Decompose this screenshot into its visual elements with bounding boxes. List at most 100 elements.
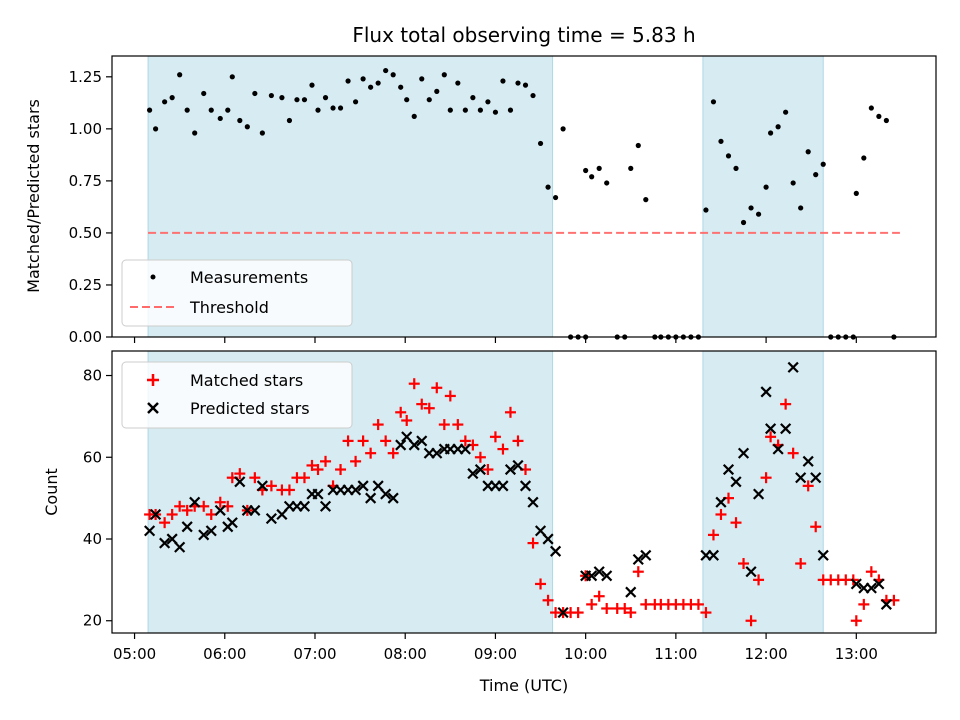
matched-star-point (372, 419, 384, 431)
matched-star-point (692, 598, 704, 610)
bottom-legend-box (121, 361, 353, 429)
matched-star-point (850, 615, 862, 627)
matched-star-point (401, 414, 413, 426)
measurement-point (718, 138, 724, 144)
matched-star-point (298, 472, 310, 484)
measurement-point (635, 142, 641, 149)
matched-star-point (387, 447, 399, 459)
measurement-point (201, 90, 207, 97)
measurement-point (352, 99, 359, 105)
matched-star-point (174, 500, 186, 512)
measurement-point (330, 105, 336, 111)
predicted-star-point (780, 423, 792, 435)
predicted-star-point (431, 447, 443, 459)
matched-star-point (810, 521, 822, 533)
measurement-point (259, 130, 265, 136)
measurement-point (455, 80, 461, 86)
x-tick-label: 05:00 (113, 645, 156, 663)
matched-star-point (408, 378, 420, 390)
predicted-star-point (159, 537, 171, 549)
matched-star-point (214, 496, 226, 508)
top-legend-box (121, 259, 353, 327)
matched-star-point (335, 464, 347, 476)
measurement-point (252, 90, 258, 97)
measurement-point (583, 167, 589, 174)
predicted-star-point (542, 533, 554, 545)
measurement-point (470, 95, 476, 101)
measurement-point (162, 99, 168, 105)
measurement-point (589, 174, 595, 180)
predicted-star-point (205, 525, 217, 537)
predicted-star-point (474, 463, 486, 476)
predicted-star-point (504, 463, 517, 476)
measurement-point (279, 95, 285, 101)
measurement-point (447, 107, 453, 113)
legend-measurements-marker (150, 274, 156, 280)
bottom-plot-frame (111, 350, 937, 634)
matched-star-point (423, 402, 435, 414)
top-y-axis-label: Matched/Predicted stars (24, 99, 43, 293)
predicted-star-point (265, 512, 277, 525)
matched-star-point (865, 566, 877, 578)
measurement-point (217, 115, 223, 122)
matched-star-point (166, 508, 178, 520)
legend-predicted-label: Predicted stars (190, 399, 310, 418)
predicted-star-point (357, 480, 369, 492)
predicted-star-point (745, 566, 757, 578)
predicted-star-point (198, 529, 210, 541)
predicted-star-point (873, 578, 885, 590)
predicted-star-point (527, 496, 539, 508)
measurement-point (184, 107, 190, 113)
measurement-point (192, 130, 198, 136)
matched-star-point (380, 435, 392, 447)
predicted-star-point (174, 541, 186, 553)
matched-star-point (357, 435, 369, 447)
matched-star-point (738, 558, 750, 570)
measurement-point (404, 97, 410, 103)
x-tick-label: 12:00 (744, 645, 787, 663)
y-tick-label: 0.00 (69, 328, 102, 346)
predicted-star-point (632, 553, 644, 566)
matched-star-point (707, 529, 719, 541)
measurement-point (360, 76, 366, 82)
predicted-star-point (144, 525, 156, 537)
measurement-point (515, 80, 521, 86)
measurement-point (740, 219, 747, 226)
measurement-point (237, 117, 243, 124)
matched-star-point (497, 443, 509, 455)
measurement-point (710, 99, 717, 105)
measurement-point (177, 72, 183, 78)
measurement-point (153, 126, 159, 132)
predicted-star-point (214, 504, 226, 516)
measurement-point (492, 109, 499, 115)
matched-star-point (452, 419, 464, 431)
measurement-point (820, 161, 826, 167)
matched-star-point (780, 398, 792, 410)
measurement-point (345, 78, 351, 84)
measurement-point (411, 113, 417, 119)
top-panel: 0.00 0.25 0.50 0.75 1.00 1.25 Measurements Th… (69, 55, 937, 346)
matched-star-point (542, 594, 554, 606)
predicted-star-point (312, 488, 324, 500)
predicted-star-point (298, 500, 311, 512)
matched-star-point (249, 472, 261, 484)
predicted-star-point (365, 492, 377, 504)
predicted-star-point (802, 455, 814, 467)
predicted-star-point (519, 480, 532, 492)
matched-star-point (342, 435, 354, 447)
y-tick-label: 20 (83, 612, 102, 630)
measurement-point (537, 140, 544, 147)
matched-star-point (586, 598, 598, 610)
x-tick-label: 11:00 (654, 645, 697, 663)
matched-star-point (802, 480, 814, 492)
predicted-star-point (640, 549, 652, 561)
measurement-point (748, 205, 754, 211)
y-tick-label: 0.25 (69, 276, 102, 294)
measurement-point (426, 97, 432, 103)
matched-star-point (760, 472, 772, 484)
x-tick-label: 09:00 (474, 645, 517, 663)
matched-star-point (181, 504, 193, 516)
predicted-star-point (737, 447, 750, 459)
matched-star-point (416, 398, 428, 410)
